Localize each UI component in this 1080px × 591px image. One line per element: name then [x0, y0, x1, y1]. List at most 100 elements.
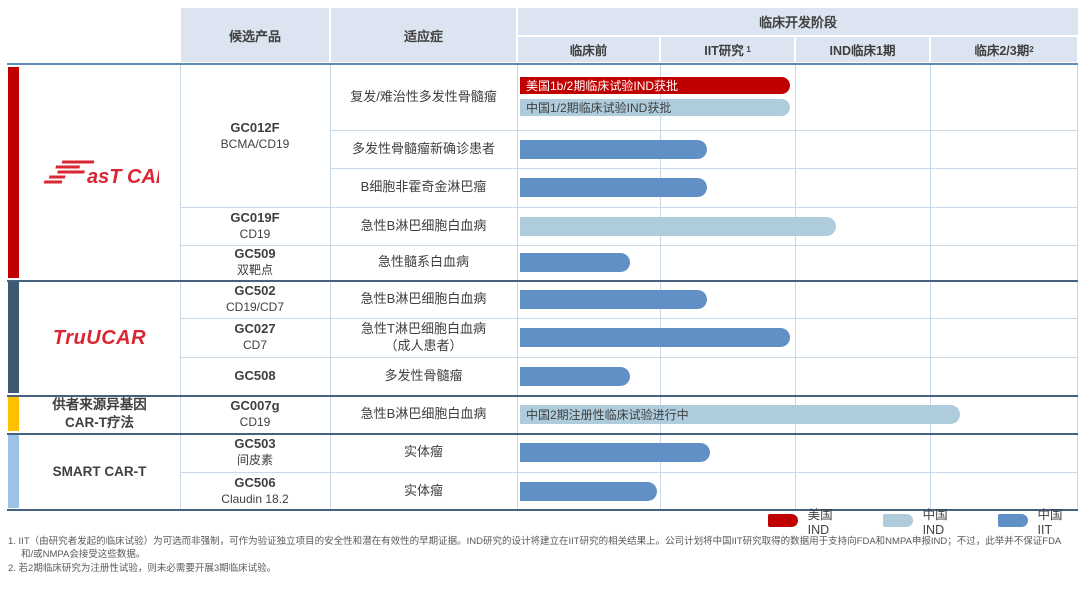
product-name: GC502	[234, 282, 276, 298]
row-grid-line	[330, 168, 1077, 169]
col-header-indication: 适应症	[331, 8, 516, 62]
product-name: GC007g	[230, 397, 280, 413]
section-strip-smart-cart	[8, 435, 19, 508]
legend-item-cn_iit: 中国 IIT	[997, 504, 1080, 537]
row-grid-line	[180, 318, 1077, 319]
truucar-logo-text: TruUCAR	[52, 326, 147, 349]
product-name: GC019F	[230, 209, 280, 225]
row-grid-line	[180, 472, 1077, 473]
stage-subheader-2: IIT研究 1	[661, 37, 794, 62]
indication-label: 多发性骨髓瘤	[384, 367, 463, 383]
stage-bar-cn_iit	[520, 482, 657, 501]
footnote-2: 2. 若2期临床研究为注册性试验，则未必需要开展3期临床试验。	[8, 562, 277, 574]
product-name: GC509	[234, 246, 276, 262]
indication-label: （成人患者）	[384, 337, 463, 353]
product-cell: GC509 双靶点	[181, 245, 329, 280]
product-target: 双靶点	[236, 263, 273, 278]
product-target: Claudin 18.2	[221, 491, 289, 506]
stage-subheader-label: 临床前	[569, 44, 608, 58]
product-target: CD19/CD7	[225, 299, 285, 314]
row-grid-line	[180, 245, 1077, 246]
section-label-smart-cart: SMART CAR-T	[20, 433, 179, 510]
section-separator-line	[7, 509, 1078, 511]
stage-subheader-3: IND临床1期	[796, 37, 929, 62]
product-cell: GC027 CD7	[181, 318, 329, 357]
stage-bar-us_ind: 美国1b/2期临床试验IND获批	[520, 77, 790, 94]
row-grid-line	[330, 130, 1077, 131]
column-grid-line	[1077, 65, 1078, 510]
product-target: CD19	[239, 226, 271, 241]
legend-swatch-us_ind	[768, 514, 798, 527]
indication-label: 多发性骨髓瘤新确诊患者	[351, 140, 495, 156]
product-target: CD19	[239, 414, 271, 429]
product-cell: GC019F CD19	[181, 207, 329, 245]
section-label-fastcar: asT CAR	[20, 65, 179, 280]
indication-label: 急性B淋巴细胞白血病	[360, 405, 487, 421]
section-label-line: CAR-T疗法	[65, 415, 134, 430]
legend-label: 中国 IND	[922, 508, 948, 537]
indication-cell: 急性B淋巴细胞白血病	[331, 395, 516, 433]
product-cell: GC508	[181, 357, 329, 395]
indication-cell: 急性T淋巴细胞白血病 （成人患者）	[331, 318, 516, 357]
legend: 美国 IND 中国 IND 中国 IIT	[742, 504, 1080, 537]
section-separator-line	[7, 280, 1078, 282]
col-header-stage-group: 临床开发阶段	[518, 8, 1078, 35]
section-strip-truucar	[8, 282, 19, 393]
svg-text:asT CAR: asT CAR	[87, 166, 159, 188]
legend-item-cn_ind: 中国 IND	[882, 504, 972, 537]
column-grid-line	[180, 65, 181, 510]
indication-cell: 复发/难治性多发性骨髓瘤	[331, 65, 516, 130]
stage-bar-cn_iit	[520, 140, 707, 159]
indication-cell: 急性B淋巴细胞白血病	[331, 280, 516, 318]
indication-label: 实体瘤	[403, 482, 443, 498]
product-cell: GC502 CD19/CD7	[181, 280, 329, 318]
product-name: GC508	[234, 367, 276, 383]
product-name: GC027	[234, 321, 276, 337]
indication-cell: B细胞非霍奇金淋巴瘤	[331, 168, 516, 207]
column-grid-line	[930, 65, 931, 510]
product-name: GC012F	[230, 119, 280, 135]
stage-bar-cn_iit	[520, 443, 710, 462]
stage-bar-cn_ind	[520, 217, 836, 236]
product-name: GC506	[234, 474, 276, 490]
stage-bar-cn_iit	[520, 178, 707, 197]
product-cell: GC012F BCMA/CD19	[181, 65, 329, 207]
product-name: GC503	[234, 436, 276, 452]
footnotes: 1. IIT（由研究者发起的临床试验）为可选而非强制，可作为验证独立项目的安全性…	[8, 535, 1072, 575]
stage-subheader-1: 临床前	[518, 37, 659, 62]
indication-cell: 多发性骨髓瘤	[331, 357, 516, 395]
section-separator-line	[7, 395, 1078, 397]
legend-label: 中国 IIT	[1037, 508, 1063, 537]
legend-item-us_ind: 美国 IND	[768, 504, 857, 537]
column-grid-line	[795, 65, 796, 510]
indication-label: 急性髓系白血病	[377, 254, 469, 270]
indication-cell: 急性B淋巴细胞白血病	[331, 207, 516, 245]
indication-label: 急性B淋巴细胞白血病	[360, 217, 487, 233]
indication-cell: 实体瘤	[331, 433, 516, 472]
indication-label: 实体瘤	[403, 444, 443, 460]
legend-swatch-cn_ind	[882, 514, 913, 527]
stage-bar-label: 中国1/2期临床试验IND获批	[526, 101, 672, 115]
column-grid-line	[660, 65, 661, 510]
indication-cell: 多发性骨髓瘤新确诊患者	[331, 130, 516, 168]
stage-subheader-label: IND临床1期	[829, 44, 896, 58]
indication-label: 复发/难治性多发性骨髓瘤	[350, 89, 497, 105]
product-target: BCMA/CD19	[220, 136, 290, 151]
section-label-truucar: TruUCAR	[20, 280, 179, 395]
col-header-product: 候选产品	[181, 8, 329, 62]
product-cell: GC503 间皮素	[181, 433, 329, 472]
stage-bar-cn_iit	[520, 253, 630, 272]
stage-bar-cn_ind: 中国1/2期临床试验IND获批	[520, 99, 790, 116]
column-grid-line	[517, 65, 518, 510]
legend-label: 美国 IND	[807, 508, 833, 537]
row-grid-line	[180, 357, 1077, 358]
stage-bar-label: 中国2期注册性临床试验进行中	[526, 408, 689, 422]
indication-cell: 实体瘤	[331, 472, 516, 510]
section-strip-donor-allogeneic	[8, 397, 19, 431]
indication-cell: 急性髓系白血病	[331, 245, 516, 280]
fastcar-logo: asT CAR	[43, 160, 159, 188]
indication-label: 急性T淋巴细胞白血病	[361, 320, 486, 336]
legend-swatch-cn_iit	[997, 514, 1028, 527]
stage-bar-cn_ind: 中国2期注册性临床试验进行中	[520, 405, 960, 424]
